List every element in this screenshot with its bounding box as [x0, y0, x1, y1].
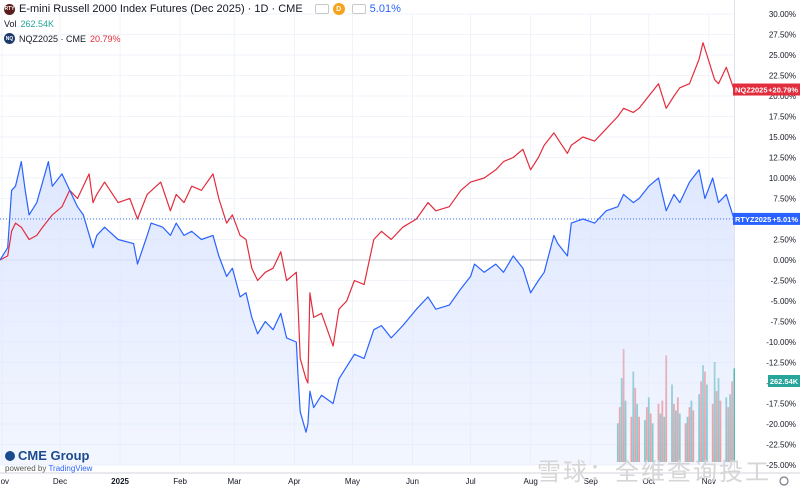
series-rty-line — [0, 161, 735, 433]
rty-end-label-name: RTYZ2025 — [735, 215, 771, 224]
header-title-row: RTY E-mini Russell 2000 Index Futures (D… — [4, 3, 401, 15]
visibility-toggle-icon[interactable] — [351, 4, 366, 14]
volume-label: Vol — [4, 19, 17, 29]
change-percent: 5.01% — [369, 3, 401, 15]
watermark: 雪球：全维查询投工 — [537, 459, 771, 486]
nq-end-label-name: NQZ2025 — [735, 86, 768, 95]
y-tick-label: 0.00% — [773, 256, 796, 265]
x-tick-label: Jun — [406, 477, 419, 486]
y-tick-label: -20.00% — [766, 420, 796, 429]
x-tick-label: Dec — [53, 477, 67, 486]
nq-end-label-value: +20.79% — [768, 86, 798, 95]
x-tick-label: Feb — [173, 477, 187, 486]
globe-icon — [5, 450, 15, 461]
x-tick-label: Apr — [288, 477, 301, 486]
y-tick-label: 25.00% — [769, 51, 796, 60]
x-tick-label: Aug — [524, 477, 538, 486]
y-tick-label: 17.50% — [769, 113, 796, 122]
x-tick-label: 2025 — [111, 477, 129, 486]
y-tick-label: -25.00% — [766, 461, 796, 470]
y-tick-label: -10.00% — [766, 338, 796, 347]
nq-end-label-box — [733, 83, 800, 96]
y-tick-label: 22.50% — [769, 72, 796, 81]
visibility-toggle-icon[interactable] — [314, 4, 329, 14]
symbol-title[interactable]: E-mini Russell 2000 Index Futures (Dec 2… — [19, 3, 303, 15]
x-tick-label: Nov — [0, 477, 9, 486]
y-tick-label: 10.00% — [769, 174, 796, 183]
series-nq-line — [0, 42, 735, 384]
cme-brand[interactable]: CME Group powered by TradingView — [5, 448, 92, 473]
x-tick-label: Mar — [227, 477, 241, 486]
volume-value: 262.54K — [20, 19, 55, 29]
x-tick-label: Sep — [584, 477, 599, 486]
dividend-badge-icon[interactable]: D — [332, 3, 345, 15]
y-tick-label: 20.00% — [769, 92, 796, 101]
y-tick-label: 30.00% — [769, 10, 796, 19]
rty-end-label-box — [733, 212, 800, 225]
compare-symbol-icon: NQ — [4, 33, 15, 44]
y-tick-label: 12.50% — [769, 154, 796, 163]
volume-end-label: 262.54K — [770, 377, 799, 386]
tradingview-link[interactable]: TradingView — [48, 464, 93, 473]
y-tick-label: 15.00% — [769, 133, 796, 142]
volume-end-box — [768, 375, 800, 387]
y-tick-label: -2.50% — [771, 277, 796, 286]
y-tick-label: 27.50% — [769, 31, 796, 40]
x-tick-label: Nov — [702, 477, 716, 486]
x-tick-label: Oct — [643, 477, 656, 486]
volume-row: Vol 262.54K — [4, 19, 54, 29]
compare-row[interactable]: NQ NQZ2025 · CME 20.79% — [4, 33, 121, 44]
powered-prefix: powered by — [5, 464, 47, 473]
x-tick-label: May — [345, 477, 360, 486]
y-tick-label: 7.50% — [773, 195, 796, 204]
compare-symbol-label[interactable]: NQZ2025 · CME — [19, 33, 87, 44]
y-tick-label: -12.50% — [766, 359, 796, 368]
y-tick-label: -17.50% — [766, 400, 796, 409]
brand-name: CME Group — [18, 448, 90, 463]
y-tick-label: 2.50% — [773, 236, 796, 245]
symbol-icon: RTY — [4, 3, 15, 15]
series-rty-area — [0, 161, 734, 465]
settings-gear-icon — [779, 476, 789, 486]
y-tick-label: -7.50% — [771, 318, 796, 327]
y-tick-label: -5.00% — [771, 297, 796, 306]
compare-change-percent: 20.79% — [90, 33, 121, 44]
rty-end-label-value: +5.01% — [772, 215, 798, 224]
x-tick-label: Jul — [465, 477, 475, 486]
y-tick-label: -22.50% — [766, 441, 796, 450]
